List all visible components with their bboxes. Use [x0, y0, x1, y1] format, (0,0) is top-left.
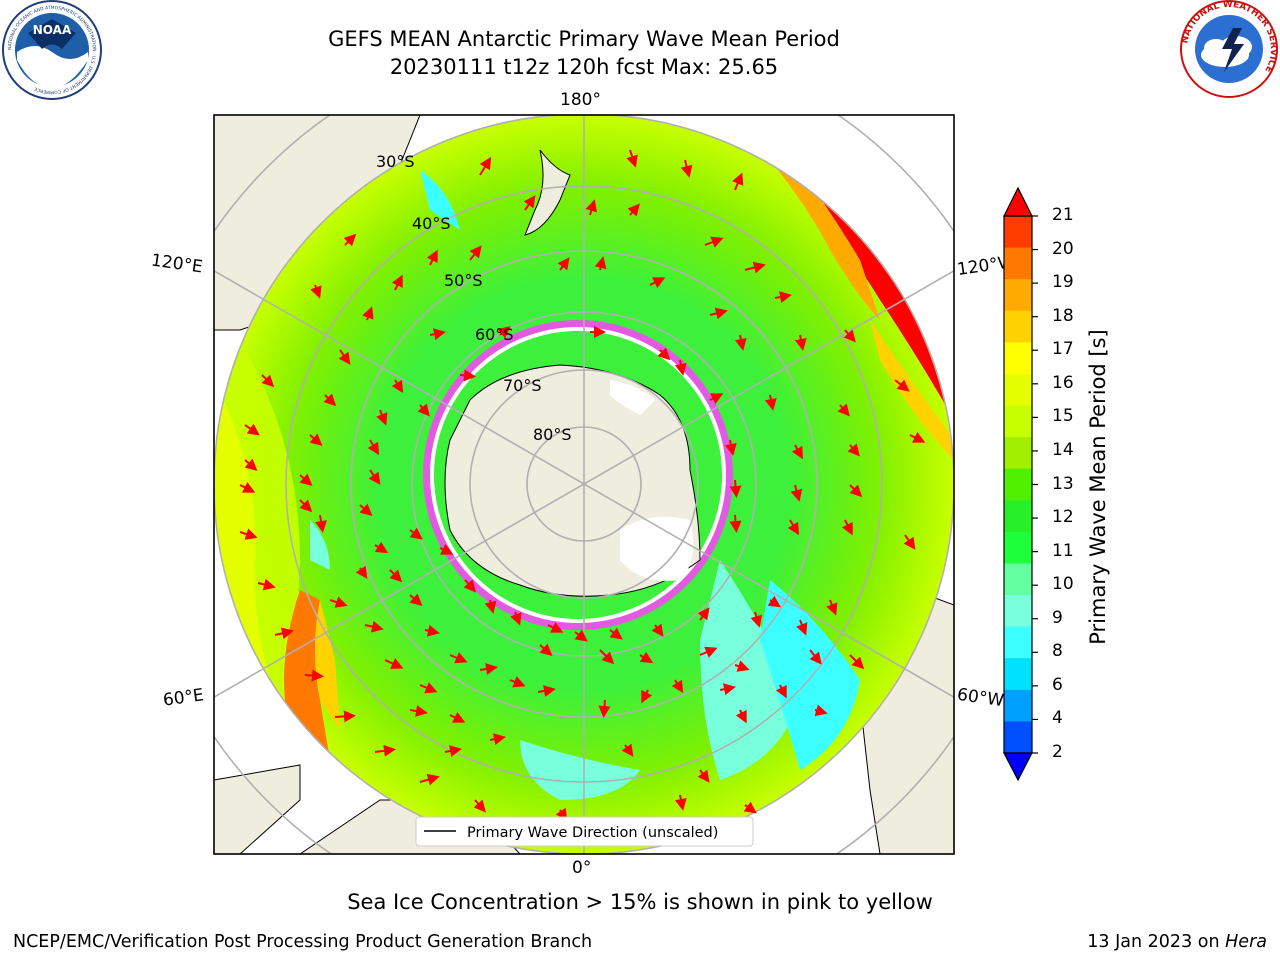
lat-label-50s: 50°S	[444, 271, 483, 290]
colorbar-tick-label: 12	[1052, 507, 1074, 528]
noaa-logo: NOAA NATIONAL OCEANIC AND ATMOSPHERIC AD…	[2, 0, 102, 100]
colorbar	[1003, 186, 1038, 782]
map-title: GEFS MEAN Antarctic Primary Wave Mean Pe…	[328, 27, 840, 51]
colorbar-band	[1004, 310, 1032, 343]
colorbar-band	[1004, 342, 1032, 375]
colorbar-band	[1004, 531, 1032, 565]
colorbar-tick-label: 4	[1052, 708, 1063, 729]
colorbar-tick-label: 20	[1052, 238, 1074, 259]
colorbar-tick-label: 10	[1052, 574, 1074, 595]
colorbar-tick-label: 15	[1052, 406, 1074, 427]
colorbar-band	[1004, 437, 1032, 470]
colorbar-tick-label: 6	[1052, 674, 1063, 695]
colorbar-tick-label: 21	[1052, 205, 1074, 225]
lat-label-70s: 70°S	[503, 376, 542, 395]
lon-label-180: 180°	[560, 90, 601, 110]
map-legend: Primary Wave Direction (unscaled)	[415, 816, 754, 847]
colorbar-tick-label: 17	[1052, 339, 1074, 360]
colorbar-band	[1004, 595, 1032, 628]
footer-date-text: 13 Jan 2023 on	[1087, 932, 1226, 952]
map-frame	[213, 114, 955, 855]
land-new-zealand	[524, 149, 571, 236]
colorbar-tick-label: 16	[1052, 372, 1074, 393]
lon-label-0: 0°	[572, 858, 592, 878]
footer-machine-name: Hera	[1225, 932, 1267, 952]
colorbar-tick-label: 14	[1052, 439, 1074, 460]
colorbar-band	[1004, 216, 1032, 249]
map-subtitle-forecast: 20230111 t12z 120h fcst Max: 25.65	[389, 55, 779, 79]
colorbar-tick-label: 18	[1052, 305, 1074, 326]
colorbar-band	[1004, 468, 1032, 501]
lat-label-80s: 80°S	[533, 425, 572, 444]
colorbar-band	[1004, 500, 1032, 533]
colorbar-bands	[1004, 216, 1032, 754]
colorbar-band	[1004, 721, 1032, 754]
colorbar-tick-label: 9	[1052, 607, 1063, 628]
sea-ice-note: Sea Ice Concentration > 15% is shown in …	[347, 890, 933, 914]
colorbar-band	[1004, 563, 1032, 596]
colorbar-title: Primary Wave Mean Period [s]	[1086, 329, 1110, 645]
colorbar-tick-label: 13	[1052, 473, 1074, 494]
footer-date: 13 Jan 2023 on Hera	[1087, 932, 1267, 952]
noaa-logo-text: NOAA	[33, 23, 72, 37]
colorbar-under-arrow	[1003, 752, 1033, 782]
colorbar-band	[1004, 626, 1032, 659]
footer-credit: NCEP/EMC/Verification Post Processing Pr…	[13, 932, 593, 952]
lat-label-40s: 40°S	[412, 214, 451, 233]
colorbar-band	[1004, 247, 1032, 280]
colorbar-band	[1004, 689, 1032, 723]
colorbar-tick-label: 2	[1052, 742, 1063, 762]
land-madagascar	[214, 764, 301, 854]
wave-direction-arrows	[239, 149, 926, 821]
colorbar-band	[1004, 279, 1032, 312]
colorbar-over-arrow	[1003, 186, 1033, 217]
lat-label-60s: 60°S	[475, 325, 514, 344]
colorbar-tick-label: 19	[1052, 272, 1074, 293]
colorbar-tick-label: 8	[1052, 641, 1063, 662]
map-legend-label: Primary Wave Direction (unscaled)	[467, 825, 718, 841]
colorbar-band	[1004, 373, 1032, 407]
lat-label-30s: 30°S	[376, 152, 415, 171]
colorbar-tick-label: 11	[1052, 540, 1074, 561]
colorbar-band	[1004, 405, 1032, 438]
colorbar-band	[1004, 658, 1032, 691]
nws-logo: NATIONAL WEATHER SERVICE	[1180, 0, 1278, 98]
